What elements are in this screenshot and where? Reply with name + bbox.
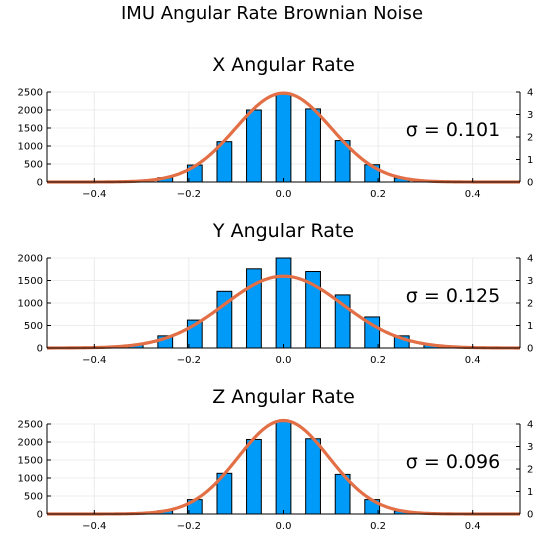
y-tick-label: 2500 (18, 88, 43, 99)
x-tick-label: 0.2 (370, 189, 386, 200)
y-tick-label: 2000 (18, 254, 43, 265)
sigma-annotation: σ = 0.096 (406, 451, 500, 473)
bar (246, 109, 262, 183)
y-tick-label: 2000 (18, 106, 43, 117)
x-tick-label: 0.2 (370, 355, 386, 366)
y-tick-label: 1000 (18, 142, 43, 153)
subplot-1: −0.4 −0.2 0.0 0.2 0.4 0 500 1000 1500 2000 2500 0 1 2… (18, 54, 534, 200)
pdf-curve (46, 274, 521, 350)
x-tick-label: −0.2 (177, 189, 201, 200)
y-tick-label: 1000 (18, 299, 43, 310)
y2-tick-label: 2 (527, 133, 533, 144)
y-tick-label: 1500 (18, 124, 43, 135)
y2-tick-label: 3 (527, 110, 533, 121)
y-tick-label: 1000 (18, 474, 43, 485)
y-tick-label: 500 (24, 492, 43, 503)
x-tick-label: 0.0 (276, 355, 292, 366)
x-tick-label: −0.4 (82, 355, 106, 366)
subplot-3: −0.4 −0.2 0.0 0.2 0.4 0 500 1000 1500 2000 2500 0 1 2… (18, 386, 534, 532)
y2-tick-label: 4 (527, 254, 533, 265)
y-tick-label: 0 (37, 344, 43, 355)
y2-tick-label: 2 (527, 465, 533, 476)
subplot-title: X Angular Rate (212, 54, 355, 76)
figure-title: IMU Angular Rate Brownian Noise (121, 3, 423, 24)
y2-tick-label: 2 (527, 299, 533, 310)
y-tick-label: 0 (37, 510, 43, 521)
y2-tick-label: 4 (527, 420, 533, 431)
sigma-annotation: σ = 0.125 (406, 285, 500, 307)
x-tick-label: 0.4 (465, 189, 481, 200)
bar (275, 420, 292, 515)
y-tick-label: 1500 (18, 276, 43, 287)
subplot-2: −0.4 −0.2 0.0 0.2 0.4 0 500 1000 1500 2000 0 1 2 3 4 Y … (18, 220, 534, 366)
y-tick-label: 0 (37, 178, 43, 189)
x-tick-label: −0.2 (177, 521, 201, 532)
y2-tick-label: 4 (527, 88, 533, 99)
bar (275, 93, 292, 183)
subplot-title: Y Angular Rate (212, 220, 354, 242)
y-tick-label: 2500 (18, 420, 43, 431)
subplots: −0.4 −0.2 0.0 0.2 0.405001000150020002500012… (18, 54, 534, 532)
y2-tick-label: 1 (527, 487, 533, 498)
y2-tick-label: 1 (527, 321, 533, 332)
x-tick-label: −0.2 (177, 355, 201, 366)
x-tick-label: −0.4 (82, 189, 106, 200)
y-tick-label: 500 (24, 160, 43, 171)
y2-tick-label: 0 (527, 344, 533, 355)
bar (246, 438, 262, 515)
sigma-annotation: σ = 0.101 (406, 119, 500, 141)
y2-tick-label: 3 (527, 442, 533, 453)
bar (305, 438, 321, 515)
bar (275, 257, 292, 349)
y-tick-label: 500 (24, 321, 43, 332)
x-tick-label: 0.2 (370, 521, 386, 532)
bar (305, 108, 321, 183)
x-tick-label: −0.4 (82, 521, 106, 532)
x-tick-label: 0.0 (276, 189, 292, 200)
y-tick-label: 1500 (18, 456, 43, 467)
y-tick-label: 2000 (18, 438, 43, 449)
x-tick-label: 0.0 (276, 521, 292, 532)
y2-tick-label: 1 (527, 155, 533, 166)
x-tick-label: 0.4 (465, 355, 481, 366)
subplot-title: Z Angular Rate (212, 386, 355, 408)
y2-tick-label: 0 (527, 510, 533, 521)
y2-tick-label: 0 (527, 178, 533, 189)
y2-tick-label: 3 (527, 276, 533, 287)
x-tick-label: 0.4 (465, 521, 481, 532)
